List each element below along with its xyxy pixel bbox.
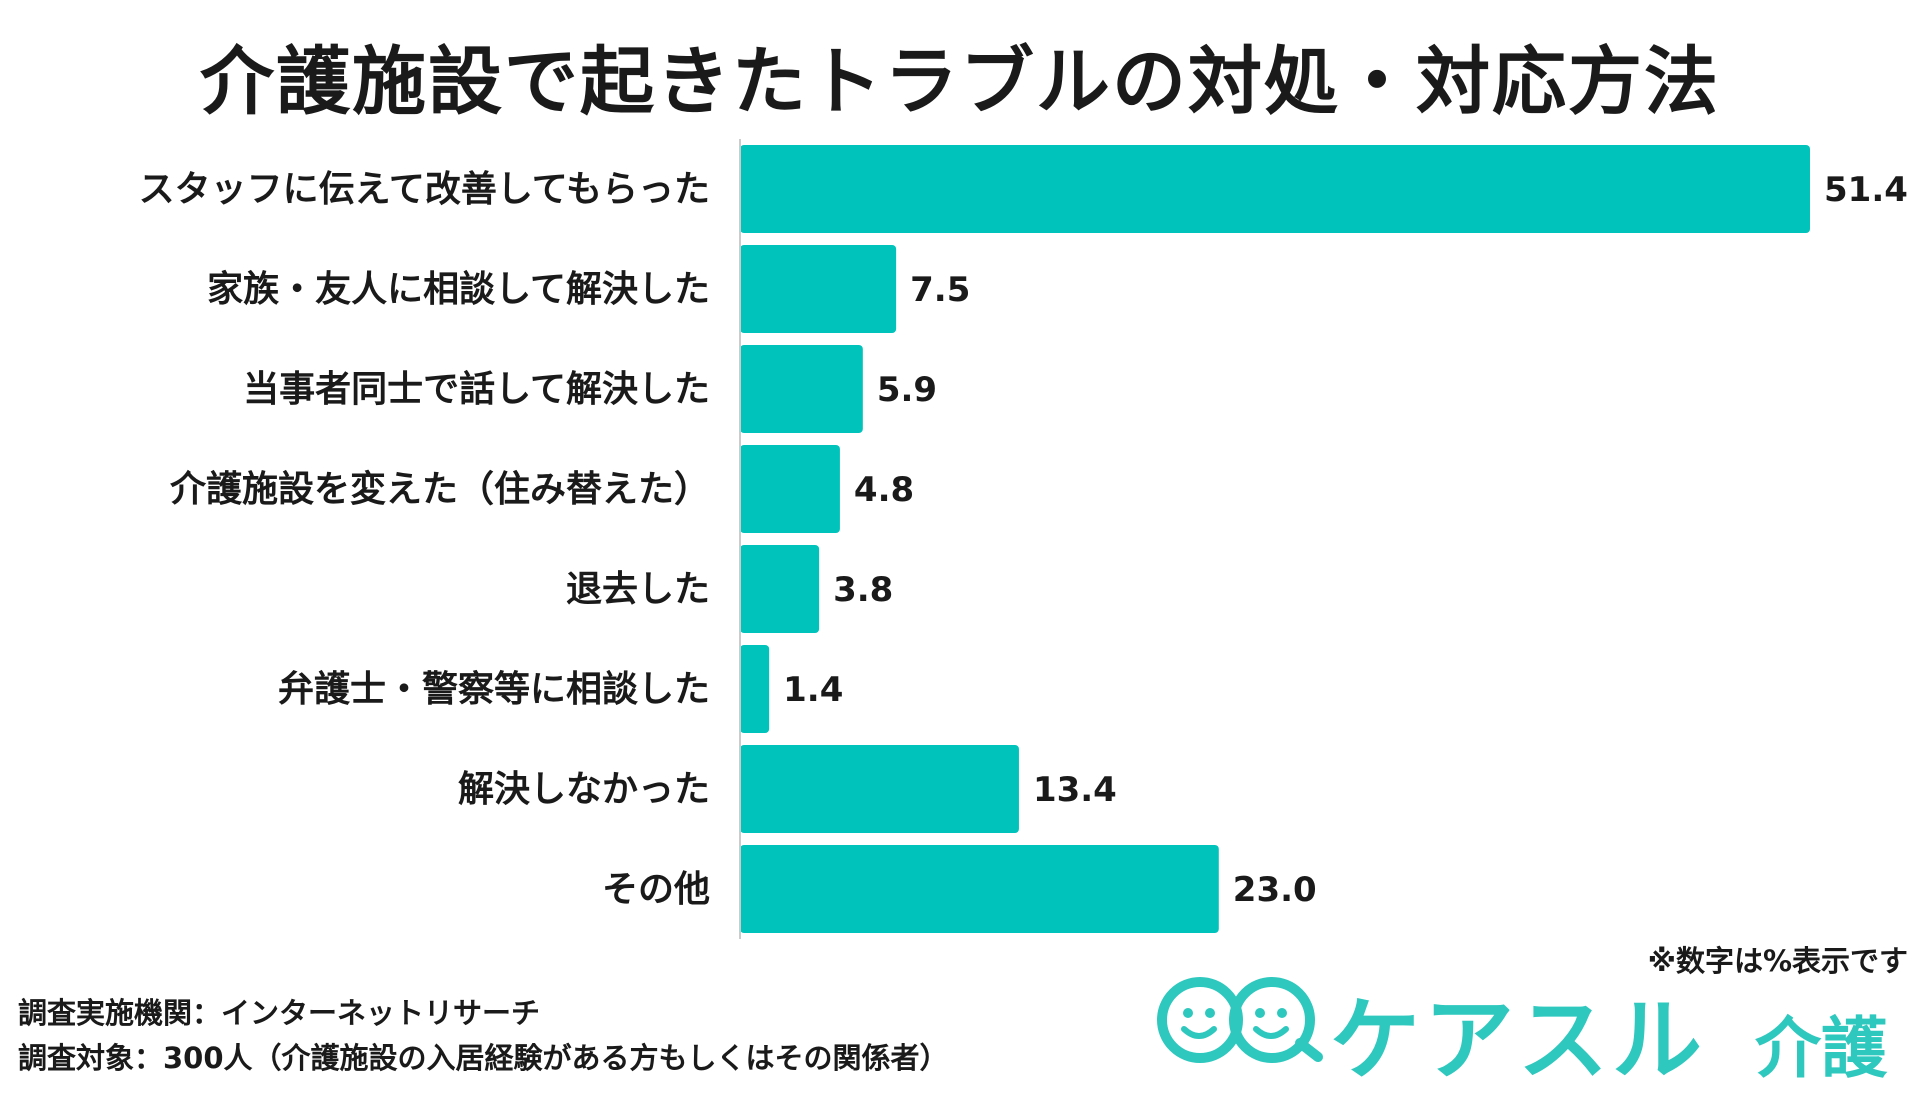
value-label: 4.8 — [854, 470, 914, 510]
category-label: 解決しなかった — [458, 769, 710, 810]
bar-chart: スタッフに伝えて改善してもらった 51.4 家族・友人に相談して解決した 7.5 当事者… — [139, 139, 1908, 939]
chart-title: 介護施設で起きたトラブルの対処・対応方法 — [200, 39, 1720, 125]
bar — [740, 245, 897, 333]
logo-text: ケアスル — [1330, 988, 1706, 1093]
category-label: その他 — [602, 869, 710, 910]
bar — [740, 645, 770, 733]
value-label: 7.5 — [910, 270, 970, 310]
category-label: 介護施設を変えた（住み替えた） — [170, 468, 710, 510]
category-label: スタッフに伝えて改善してもらった — [139, 169, 710, 210]
brand-logo: ケアスル 介護 — [1150, 965, 1910, 1093]
value-label: 1.4 — [783, 670, 843, 710]
category-label: 退去した — [566, 569, 710, 610]
category-label: 当事者同士で話して解決した — [243, 369, 710, 410]
logo-subtext: 介護 — [1755, 1010, 1887, 1087]
category-label: 弁護士・警察等に相談した — [278, 669, 710, 710]
value-label: 3.8 — [833, 570, 893, 610]
survey-method: 調査実施機関：インターネットリサーチ — [18, 996, 541, 1030]
survey-target: 調査対象：300人（介護施設の入居経験がある方もしくはその関係者） — [18, 1041, 949, 1075]
smiley-face-icon — [1157, 977, 1323, 1063]
bar — [740, 345, 863, 433]
category-label: 家族・友人に相談して解決した — [207, 269, 710, 310]
bar — [740, 845, 1219, 933]
unit-note: ※数字は%表示です — [1647, 944, 1908, 978]
value-label: 13.4 — [1033, 770, 1117, 810]
bar — [740, 445, 840, 533]
value-label: 5.9 — [877, 370, 937, 410]
bar — [740, 545, 820, 633]
bar — [740, 145, 1810, 233]
bar — [740, 745, 1019, 833]
value-label: 51.4 — [1824, 170, 1908, 210]
value-label: 23.0 — [1233, 870, 1317, 910]
